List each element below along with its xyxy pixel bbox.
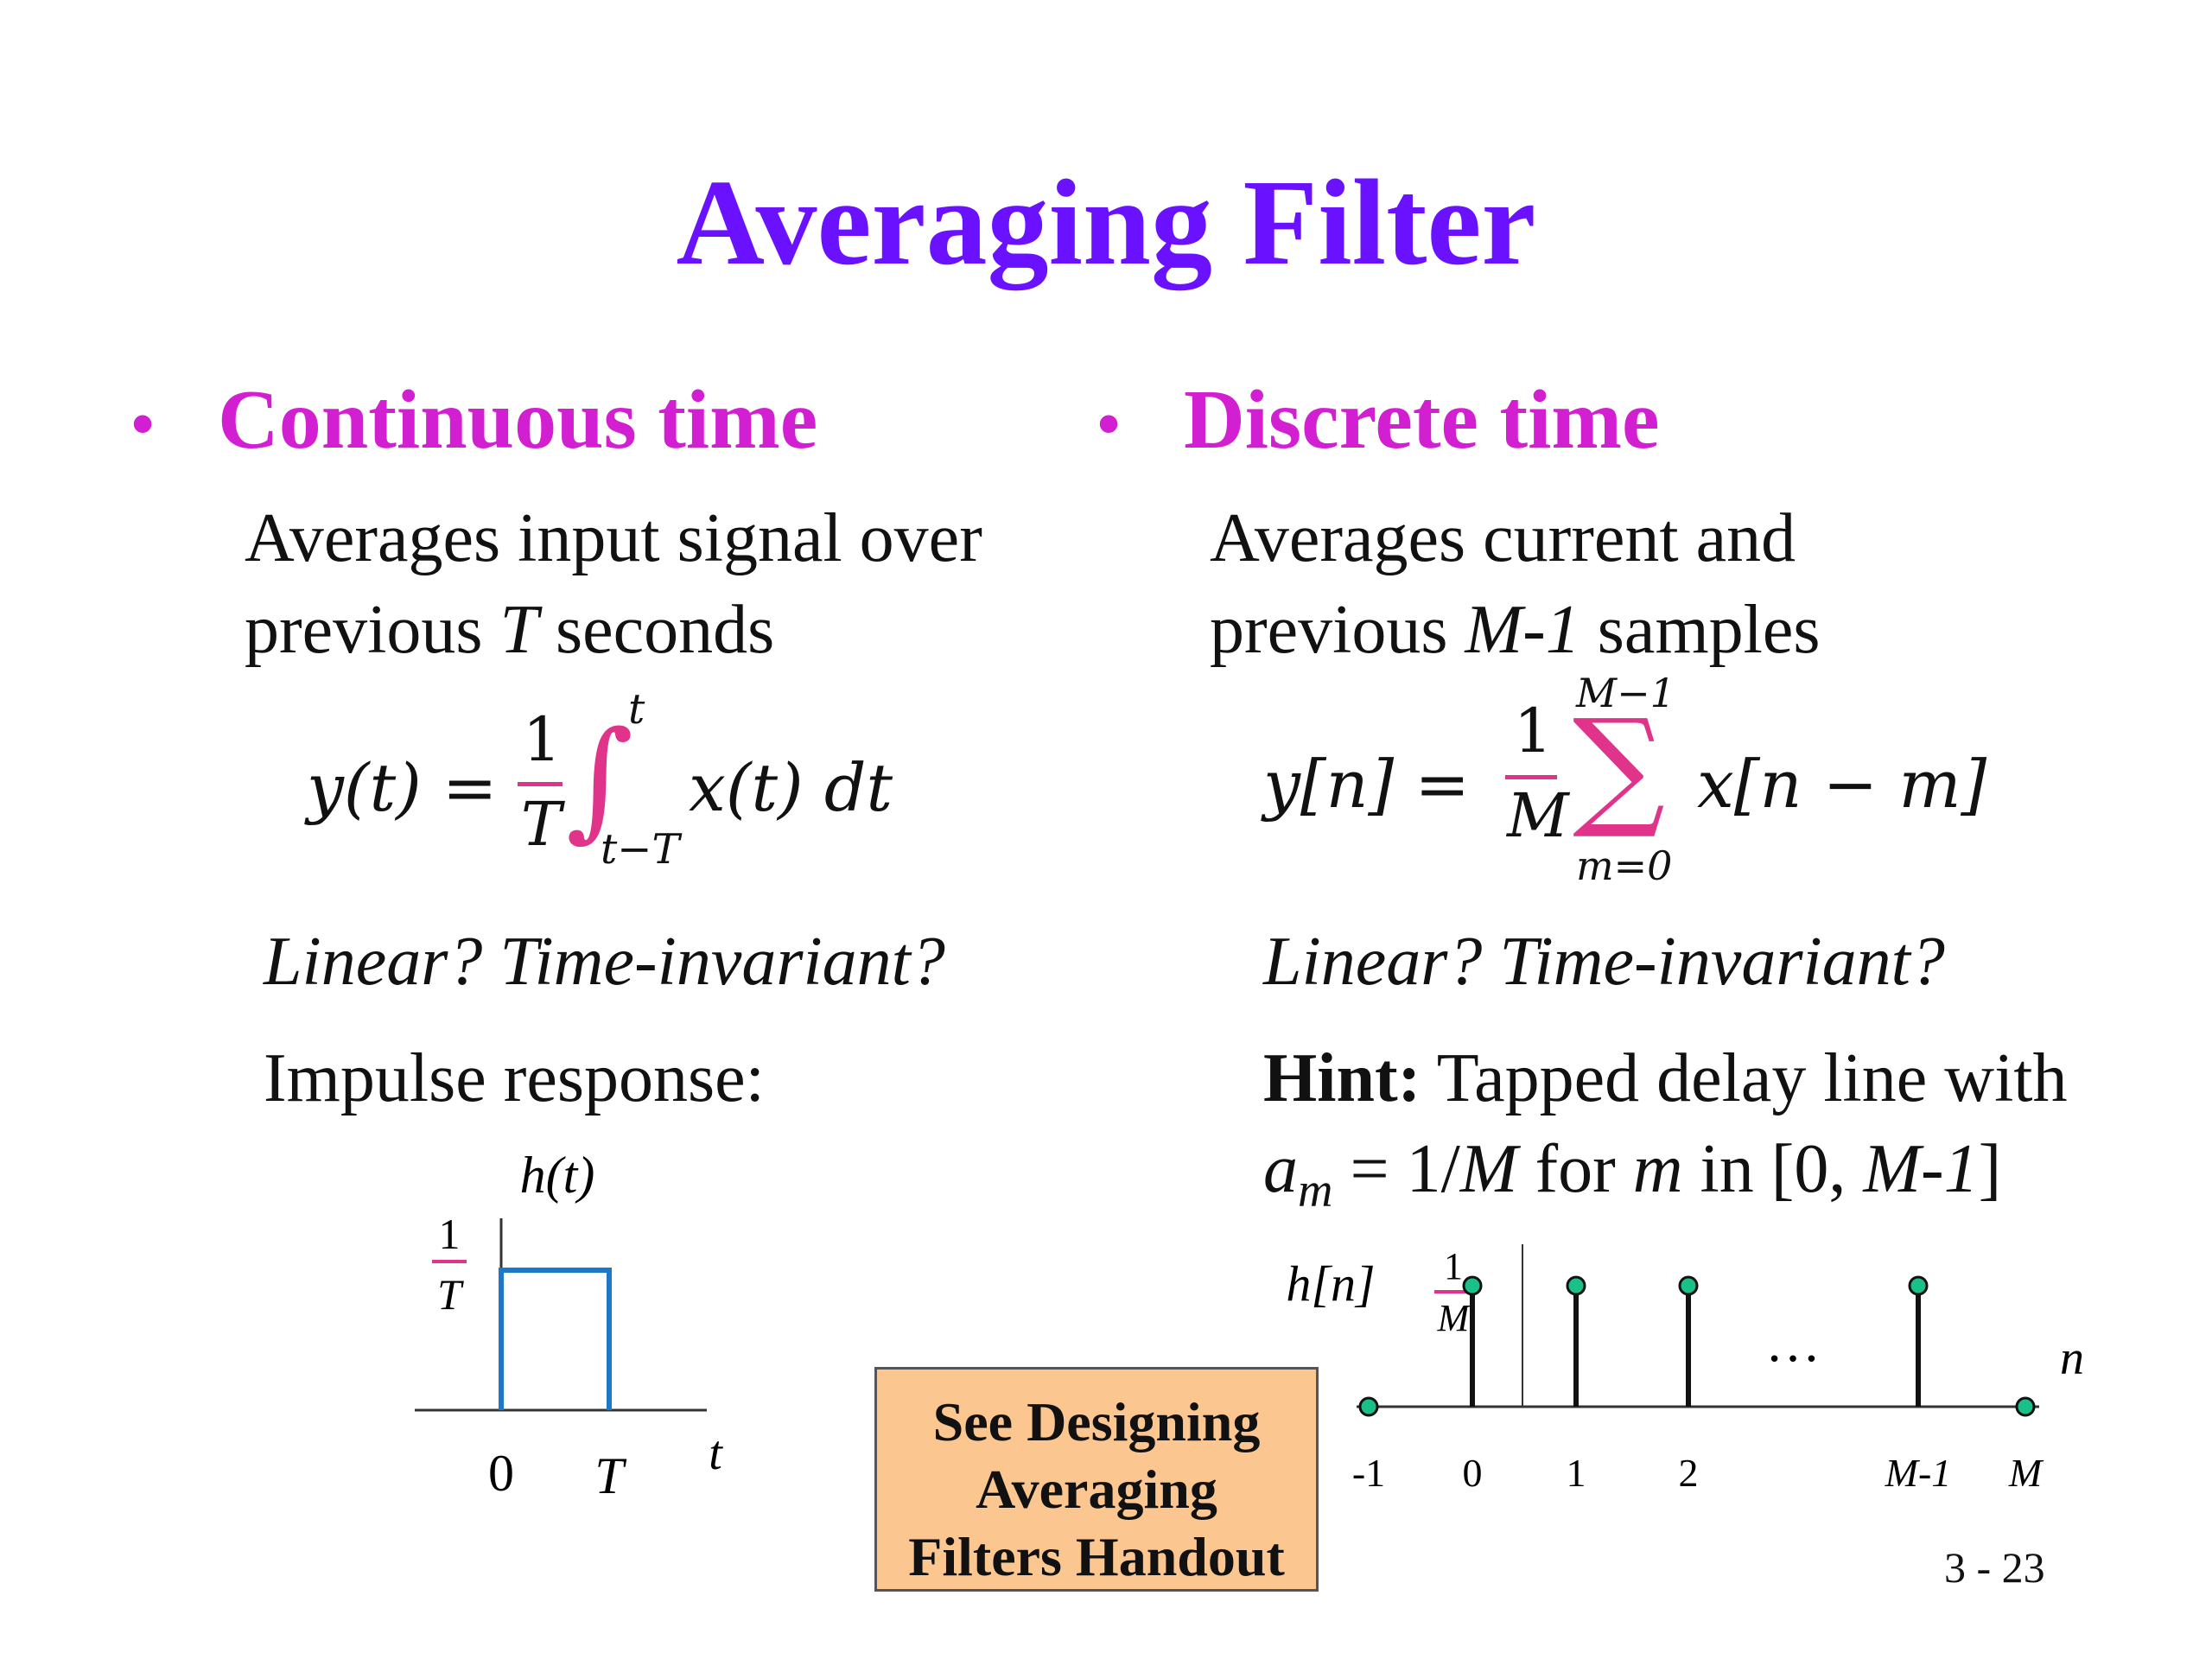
stem-marker-3 bbox=[1678, 1275, 1699, 1296]
formula-numerator-discrete: 1 bbox=[1514, 696, 1553, 766]
stem-tick-label-0: -1 bbox=[1352, 1451, 1385, 1495]
ellipsis: … bbox=[1765, 1312, 1821, 1373]
bullet-discrete-time: Discrete time bbox=[1184, 373, 1660, 467]
bullet-marker-left: • bbox=[130, 382, 156, 465]
integral-upper-limit: t bbox=[628, 685, 645, 734]
sum-lower-limit: m=0 bbox=[1576, 842, 1673, 889]
height-denominator: T bbox=[437, 1270, 464, 1319]
handout-line2: Averaging bbox=[976, 1459, 1217, 1520]
height-numerator: 1 bbox=[439, 1210, 461, 1258]
var-M-1: M-1 bbox=[1465, 592, 1580, 668]
continuous-impulse-plot: h(t) 1 T 0 T t bbox=[415, 1149, 723, 1504]
sum-upper-limit: M−1 bbox=[1576, 670, 1675, 716]
tick-labels-group: -1 0 1 2 M-1 M bbox=[1352, 1451, 2044, 1495]
var-T: T bbox=[499, 592, 539, 668]
stem-marker-4 bbox=[1908, 1275, 1929, 1296]
integral-lower-limit: t−T bbox=[601, 825, 680, 874]
stem-tick-label-4: M-1 bbox=[1885, 1451, 1952, 1495]
formula-denominator-discrete: M bbox=[1507, 780, 1569, 851]
impulse-response-label: Impulse response: bbox=[264, 1040, 765, 1116]
h-n-label: h[n] bbox=[1286, 1255, 1375, 1312]
formula-denominator: T bbox=[521, 789, 562, 860]
bullet-marker-right: • bbox=[1096, 382, 1122, 465]
discrete-formula: y[n] = 1 M M−1 ∑ m=0 x[n − m] bbox=[1263, 670, 1986, 894]
pulse-line bbox=[499, 1268, 612, 1410]
fraction-bar-discrete bbox=[1505, 775, 1557, 779]
slide-title: Averaging Filter bbox=[676, 154, 1536, 290]
h-t-label: h(t) bbox=[520, 1149, 595, 1204]
formula-lhs-discrete: y[n] = bbox=[1263, 746, 1471, 823]
continuous-question: Linear? Time-invariant? bbox=[264, 924, 945, 1000]
handout-line3: Filters Handout bbox=[908, 1526, 1285, 1587]
discrete-description-line1: Averages current and bbox=[1210, 500, 1796, 576]
stem-marker-5 bbox=[2015, 1396, 2036, 1417]
stem-marker-1 bbox=[1462, 1275, 1483, 1296]
discrete-description-line2: previous M-1 samples bbox=[1210, 592, 1821, 668]
formula-lhs: y(t) = bbox=[307, 749, 498, 826]
stems-group bbox=[1358, 1275, 2036, 1417]
slide-number: 3 - 23 bbox=[1944, 1543, 2045, 1592]
discrete-question: Linear? Time-invariant? bbox=[1263, 924, 1945, 1000]
summand: x[n − m] bbox=[1697, 746, 1987, 823]
t-axis-label: t bbox=[709, 1427, 723, 1480]
stem-height-denominator: M bbox=[1437, 1297, 1471, 1339]
handout-callout: See Designing Averaging Filters Handout bbox=[874, 1367, 1319, 1592]
tick-T: T bbox=[594, 1447, 626, 1504]
handout-line1: See Designing bbox=[932, 1391, 1261, 1452]
hint-label: Hint: bbox=[1263, 1040, 1421, 1116]
stem-tick-label-2: 1 bbox=[1567, 1451, 1586, 1495]
discrete-impulse-plot: h[n] 1 M … n -1 0 1 2 M-1 M bbox=[1286, 1244, 2084, 1495]
summation-sign: ∑ bbox=[1573, 692, 1666, 842]
stem-height-numerator: 1 bbox=[1444, 1245, 1463, 1287]
continuous-description-line2: previous T seconds bbox=[245, 592, 775, 668]
stem-tick-label-5: M bbox=[2008, 1451, 2044, 1495]
stem-marker-2 bbox=[1566, 1275, 1586, 1296]
fraction-bar bbox=[518, 782, 563, 786]
integrand: x(t) dt bbox=[689, 749, 893, 826]
hint-line1: Hint: Tapped delay line with bbox=[1263, 1040, 2068, 1116]
tick-0: 0 bbox=[488, 1445, 514, 1502]
n-axis-label: n bbox=[2060, 1332, 2084, 1385]
hint-line2: am = 1/M for m in [0, M-1] bbox=[1263, 1131, 2002, 1217]
continuous-formula: y(t) = 1 T ∫ t t−T x(t) dt bbox=[307, 685, 929, 877]
stem-marker-0 bbox=[1358, 1396, 1379, 1417]
continuous-description-line1: Averages input signal over bbox=[245, 500, 982, 576]
stem-tick-label-1: 0 bbox=[1463, 1451, 1483, 1495]
formula-numerator: 1 bbox=[523, 704, 562, 775]
bullet-continuous-time: Continuous time bbox=[218, 373, 818, 467]
stem-tick-label-3: 2 bbox=[1679, 1451, 1699, 1495]
integral-sign: ∫ bbox=[566, 704, 634, 855]
